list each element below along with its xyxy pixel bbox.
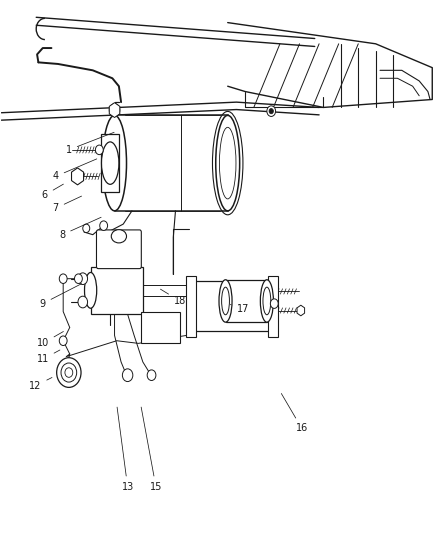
Circle shape xyxy=(65,368,73,377)
Text: 8: 8 xyxy=(59,217,101,240)
Circle shape xyxy=(83,224,90,232)
Text: 15: 15 xyxy=(141,407,162,491)
Circle shape xyxy=(122,369,133,382)
Text: 9: 9 xyxy=(40,284,81,309)
Bar xyxy=(91,266,143,314)
Bar xyxy=(268,276,278,337)
Text: 18: 18 xyxy=(160,289,186,306)
Circle shape xyxy=(147,370,156,381)
Text: 1: 1 xyxy=(66,132,114,155)
Circle shape xyxy=(78,296,88,308)
Bar xyxy=(195,281,269,332)
Circle shape xyxy=(57,358,81,387)
Ellipse shape xyxy=(102,115,127,211)
Bar xyxy=(115,115,228,211)
Text: 7: 7 xyxy=(53,196,81,213)
Text: 12: 12 xyxy=(29,377,52,391)
Ellipse shape xyxy=(85,272,97,308)
Text: 16: 16 xyxy=(281,393,308,433)
Circle shape xyxy=(110,104,120,116)
Circle shape xyxy=(59,274,67,284)
Bar xyxy=(141,312,180,343)
Ellipse shape xyxy=(111,230,127,243)
Ellipse shape xyxy=(222,287,230,315)
Ellipse shape xyxy=(216,115,240,211)
Bar xyxy=(186,276,196,337)
Ellipse shape xyxy=(263,287,271,315)
Circle shape xyxy=(61,363,77,382)
Circle shape xyxy=(269,109,273,114)
Ellipse shape xyxy=(260,280,273,322)
Ellipse shape xyxy=(219,280,232,322)
Ellipse shape xyxy=(102,142,119,184)
Circle shape xyxy=(95,145,103,155)
Circle shape xyxy=(270,299,278,309)
Circle shape xyxy=(74,274,82,284)
Circle shape xyxy=(267,106,276,116)
Text: 6: 6 xyxy=(42,184,64,200)
Circle shape xyxy=(59,336,67,345)
Text: 13: 13 xyxy=(117,407,134,491)
Text: 4: 4 xyxy=(53,159,97,181)
Text: 10: 10 xyxy=(37,332,64,349)
Text: 17: 17 xyxy=(230,304,249,314)
Circle shape xyxy=(100,221,108,230)
Bar xyxy=(102,134,119,192)
FancyBboxPatch shape xyxy=(96,230,141,269)
Text: 11: 11 xyxy=(37,350,60,364)
Bar xyxy=(226,280,267,322)
Circle shape xyxy=(78,273,88,285)
